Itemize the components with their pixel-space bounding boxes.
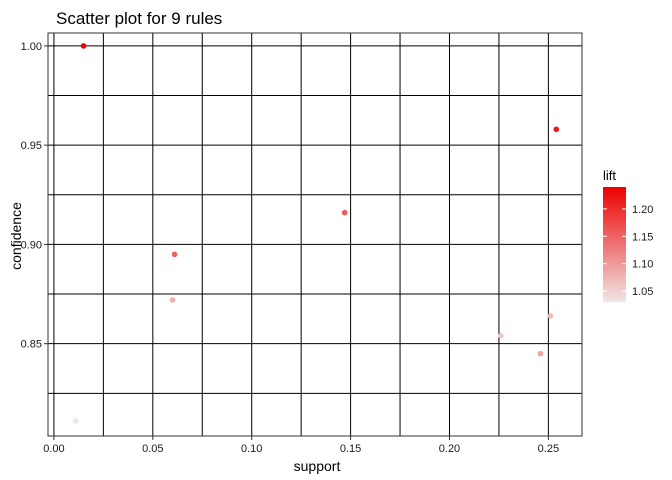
data-point bbox=[553, 126, 560, 133]
data-point bbox=[72, 418, 79, 424]
y-tick-label: 0.95 bbox=[21, 140, 42, 152]
data-point bbox=[80, 43, 87, 49]
legend-tick-label: 1.20 bbox=[632, 204, 653, 216]
legend-ticks: 1.05 1.10 1.15 1.20 bbox=[603, 204, 653, 298]
y-axis-ticks: 0.85 0.90 0.95 1.00 bbox=[21, 41, 48, 351]
x-tick-label: 0.20 bbox=[439, 443, 460, 455]
panel-border bbox=[47, 32, 583, 437]
legend-title: lift bbox=[603, 168, 616, 183]
x-tick-label: 0.05 bbox=[142, 443, 163, 455]
x-tick-label: 0.00 bbox=[43, 443, 64, 455]
data-point bbox=[171, 251, 178, 258]
data-point bbox=[498, 332, 504, 339]
lift-legend: lift 1.05 1.10 1.15 1.20 bbox=[603, 168, 653, 302]
data-point bbox=[169, 297, 176, 303]
x-axis-title: support bbox=[294, 458, 341, 474]
data-point bbox=[547, 313, 554, 319]
data-points bbox=[72, 43, 560, 424]
y-tick-label: 1.00 bbox=[21, 41, 42, 53]
plot-panel bbox=[47, 32, 583, 437]
y-axis-title: confidence bbox=[8, 202, 24, 270]
data-point bbox=[341, 209, 348, 216]
chart-title: Scatter plot for 9 rules bbox=[56, 9, 222, 28]
y-tick-label: 0.90 bbox=[21, 239, 42, 251]
x-axis-ticks: 0.00 0.05 0.10 0.15 0.20 0.25 bbox=[43, 436, 559, 455]
legend-tick-label: 1.15 bbox=[632, 231, 653, 243]
x-tick-label: 0.10 bbox=[241, 443, 262, 455]
grid-lines bbox=[48, 33, 582, 436]
x-tick-label: 0.15 bbox=[340, 443, 361, 455]
legend-tick-label: 1.05 bbox=[632, 286, 653, 298]
data-point bbox=[537, 350, 544, 357]
x-tick-label: 0.25 bbox=[538, 443, 559, 455]
y-tick-label: 0.85 bbox=[21, 339, 42, 351]
legend-tick-label: 1.10 bbox=[632, 259, 653, 271]
legend-colorbar bbox=[603, 187, 626, 302]
